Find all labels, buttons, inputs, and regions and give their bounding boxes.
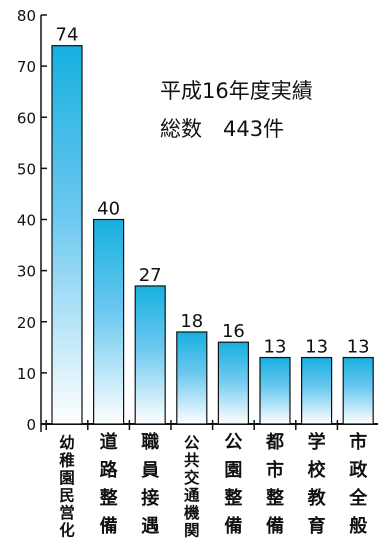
category-labels: 幼稚園民営化 道路整備 職員接遇 公共交通機関 公園整備 都市整備 学校教育 市政全般: [59, 431, 368, 540]
data-label: 13: [305, 337, 328, 358]
axes: 0 10 20 30 40 50 60 70 80: [17, 7, 378, 434]
y-tick-label: 80: [17, 7, 36, 25]
y-tick-label: 0: [26, 416, 36, 434]
category-label: 道路整備: [99, 431, 119, 537]
category-label: 幼稚園民営化: [59, 433, 75, 540]
y-tick-label: 50: [17, 160, 36, 178]
chart-annotation-year: 平成16年度実績: [160, 79, 313, 103]
bar: [134, 285, 166, 425]
category-label: 職員接遇: [140, 431, 159, 537]
y-tick-label: 20: [17, 314, 36, 332]
bar: [301, 356, 333, 425]
bar: [92, 218, 125, 425]
category-label: 市政全般: [348, 431, 368, 537]
category-label: 学校教育: [308, 431, 327, 537]
bar: [259, 356, 291, 425]
data-label: 18: [180, 311, 203, 332]
y-tick-label: 70: [17, 58, 36, 76]
bar: [51, 45, 83, 425]
data-label: 13: [347, 337, 370, 358]
chart-annotation-total: 総数 443件: [160, 117, 285, 141]
category-label: 公園整備: [223, 432, 242, 537]
data-labels: 74 40 27 18 16 13 13 13: [56, 25, 370, 358]
data-label: 40: [97, 199, 120, 220]
category-label: 都市整備: [265, 432, 284, 537]
data-label: 27: [139, 265, 162, 286]
category-label: 公共交通機関: [184, 434, 200, 540]
data-label: 13: [264, 337, 287, 358]
y-tick-label: 10: [17, 365, 36, 383]
y-tick-label: 60: [17, 109, 36, 127]
y-tick-label: 30: [17, 263, 36, 281]
bar: [217, 341, 249, 425]
bars: [51, 45, 374, 425]
bar: [342, 356, 374, 425]
y-tick-label: 40: [17, 212, 36, 230]
data-label: 16: [222, 321, 245, 342]
bar: [176, 331, 208, 425]
data-label: 74: [56, 25, 79, 46]
